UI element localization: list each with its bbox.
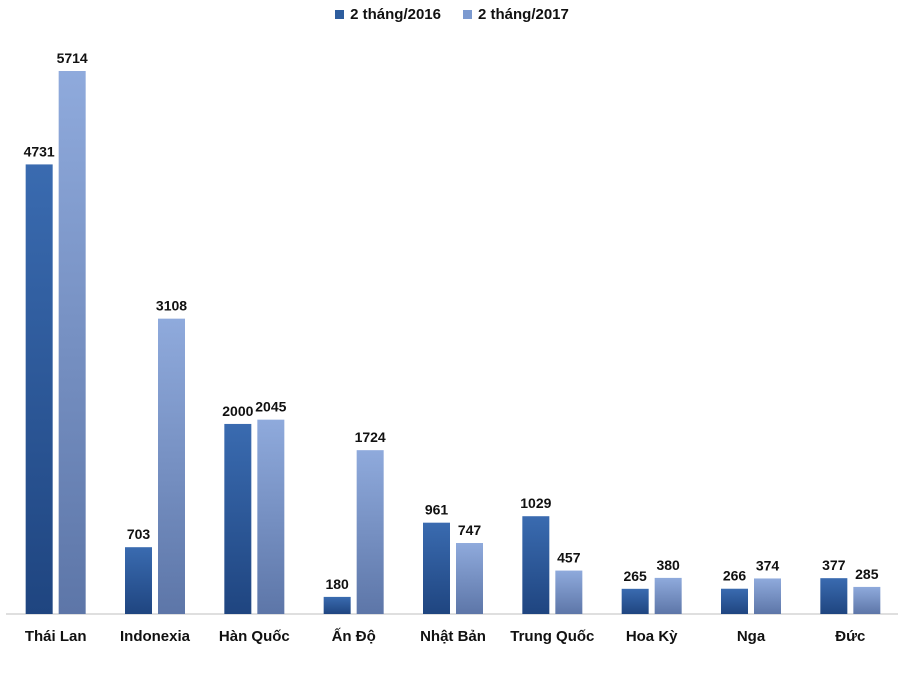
x-tick-label-an-do: Ấn Độ <box>332 628 376 645</box>
value-label-nhat-ban-series-1: 961 <box>425 502 449 518</box>
value-label-trung-quoc-series-2: 457 <box>557 550 581 566</box>
x-tick-label-han-quoc: Hàn Quốc <box>219 628 290 645</box>
x-tick-label-indonexia: Indonexia <box>120 628 191 645</box>
value-label-duc-series-1: 377 <box>822 557 846 573</box>
value-label-indonexia-series-2: 3108 <box>156 298 187 314</box>
x-tick-labels-group: Thái Lan Indonexia Hàn Quốc Ấn Độ Nhật Bản Tr… <box>25 628 866 645</box>
bar-trung-quoc-series-1 <box>522 516 550 614</box>
value-label-an-do-series-1: 180 <box>325 576 349 592</box>
bar-han-quoc-series-1 <box>224 423 252 614</box>
bar-hoa-ky-series-2 <box>654 577 682 614</box>
x-tick-label-thai-lan: Thái Lan <box>25 628 87 645</box>
value-label-han-quoc-series-2: 2045 <box>255 399 286 415</box>
value-label-nhat-ban-series-2: 747 <box>458 522 482 538</box>
value-label-duc-series-2: 285 <box>855 566 879 582</box>
legend-swatch-2016 <box>335 10 345 19</box>
bar-thai-lan-series-2 <box>58 71 86 614</box>
value-label-han-quoc-series-1: 2000 <box>222 403 253 419</box>
bar-thai-lan-series-1 <box>25 164 53 614</box>
value-label-hoa-ky-series-1: 265 <box>623 568 647 584</box>
value-labels-group: 4731 5714 703 3108 2000 2045 180 1724 961 747 1029… <box>24 50 879 592</box>
bar-an-do-series-1 <box>323 596 351 614</box>
x-tick-label-nga: Nga <box>737 628 766 645</box>
bar-nga-series-2 <box>754 578 781 614</box>
bar-duc-series-1 <box>820 578 848 614</box>
bar-nhat-ban-series-1 <box>423 522 450 614</box>
legend: 2 tháng/2016 2 tháng/2017 <box>0 6 904 23</box>
bar-indonexia-series-2 <box>158 318 185 614</box>
value-label-indonexia-series-1: 703 <box>127 526 151 542</box>
bar-an-do-series-2 <box>356 450 384 614</box>
value-label-thai-lan-series-1: 4731 <box>24 143 55 159</box>
bar-trung-quoc-series-2 <box>555 570 583 614</box>
legend-swatch-2017 <box>463 10 472 19</box>
x-tick-label-duc: Đức <box>835 628 865 645</box>
x-tick-label-hoa-ky: Hoa Kỳ <box>626 628 678 645</box>
x-tick-label-nhat-ban: Nhật Bản <box>420 628 486 645</box>
x-tick-label-trung-quoc: Trung Quốc <box>510 628 594 645</box>
bar-nga-series-1 <box>721 588 748 614</box>
value-label-nga-series-2: 374 <box>756 557 780 573</box>
bar-indonexia-series-1 <box>125 547 152 614</box>
legend-item-2017: 2 tháng/2017 <box>463 6 569 23</box>
bar-duc-series-2 <box>853 586 881 614</box>
bar-hoa-ky-series-1 <box>621 588 649 614</box>
value-label-thai-lan-series-2: 5714 <box>57 50 88 66</box>
value-label-nga-series-1: 266 <box>723 568 747 584</box>
legend-label-2017: 2 tháng/2017 <box>478 6 569 23</box>
bars-group <box>25 71 881 614</box>
value-label-hoa-ky-series-2: 380 <box>656 557 680 573</box>
legend-label-2016: 2 tháng/2016 <box>350 6 441 23</box>
bar-han-quoc-series-2 <box>257 419 285 614</box>
legend-item-2016: 2 tháng/2016 <box>335 6 441 23</box>
bar-nhat-ban-series-2 <box>456 543 483 614</box>
value-label-trung-quoc-series-1: 1029 <box>520 495 551 511</box>
value-label-an-do-series-2: 1724 <box>355 429 386 445</box>
